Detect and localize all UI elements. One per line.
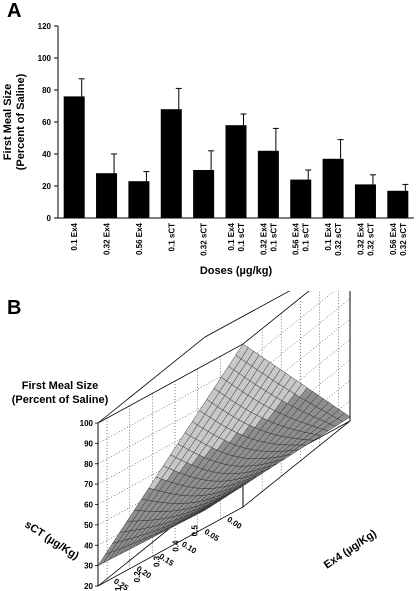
- x-tick-label: 0.56 Ex4: [389, 222, 398, 255]
- y-axis-label-line2: (Percent of Saline): [15, 73, 27, 170]
- ex4-axis-label: Ex4 (µg/Kg): [322, 527, 379, 571]
- x-tick-label: 0.32 Ex4: [103, 222, 112, 255]
- bar: [290, 179, 312, 218]
- panel-b-label: B: [7, 297, 22, 319]
- x-tick-label: 0.1 Ex4: [324, 222, 333, 250]
- sct-tick-label: 0.05: [203, 527, 221, 543]
- y-tick-label: 80: [42, 86, 51, 95]
- sct-tick-label: 0.00: [225, 515, 243, 531]
- x-axis-label: Doses (µg/kg): [200, 265, 273, 277]
- z-tick-label: 60: [84, 501, 93, 510]
- y-tick-label: 40: [42, 150, 51, 159]
- x-tick-label: 0.1 sCT: [167, 223, 176, 252]
- bar: [193, 170, 215, 218]
- x-tick-label: 0.32 sCT: [334, 223, 343, 256]
- x-tick-label: 0.32 sCT: [399, 223, 408, 256]
- bar: [128, 181, 150, 218]
- bar: [387, 190, 409, 218]
- ex4-tick-label: 0.1: [114, 586, 123, 591]
- z-tick-label: 20: [84, 582, 93, 591]
- y-tick-label: 60: [42, 118, 51, 127]
- bar: [160, 109, 182, 218]
- z-axis-label-line1: First Meal Size: [22, 380, 98, 392]
- x-tick-label: 0.32 Ex4: [356, 222, 365, 255]
- z-tick-label: 100: [80, 419, 94, 428]
- bar: [96, 173, 118, 218]
- x-tick-label: 0.32 sCT: [366, 223, 375, 256]
- ex4-tick-label: 0.4: [171, 540, 180, 552]
- x-tick-label: 0.1 Ex4: [227, 222, 236, 250]
- z-tick-label: 80: [84, 460, 93, 469]
- y-tick-label: 0: [47, 214, 52, 223]
- x-tick-label: 0.1 sCT: [269, 223, 278, 252]
- bar: [225, 125, 247, 218]
- z-tick-label: 50: [84, 521, 93, 530]
- panel-a-label: A: [7, 0, 22, 22]
- bar: [322, 158, 344, 218]
- x-tick-label: 0.32 sCT: [200, 223, 209, 256]
- bar: [257, 150, 279, 218]
- x-tick-label: 0.1 sCT: [237, 223, 246, 252]
- y-tick-label: 100: [38, 54, 52, 63]
- z-tick-label: 40: [84, 541, 93, 550]
- surface-patch: [235, 343, 249, 360]
- bar: [63, 96, 85, 218]
- ex4-tick-label: 0.3: [152, 555, 161, 567]
- z-tick-label: 30: [84, 562, 93, 571]
- x-tick-label: 0.1 sCT: [302, 223, 311, 252]
- z-axis-label-line2: (Percent of Saline): [12, 394, 109, 406]
- sct-axis-label: sCT (µg/Kg): [22, 519, 81, 563]
- sct-tick-label: 0.10: [180, 540, 198, 556]
- wall-gridline: [97, 400, 351, 566]
- x-tick-label: 0.56 Ex4: [292, 222, 301, 255]
- bar: [354, 184, 376, 218]
- y-tick-label: 20: [42, 182, 51, 191]
- box-top-edge: [97, 291, 291, 424]
- x-tick-label: 0.56 Ex4: [135, 222, 144, 255]
- y-tick-label: 120: [38, 22, 52, 31]
- z-tick-label: 70: [84, 480, 93, 489]
- z-tick-label: 90: [84, 439, 93, 448]
- y-axis-label-line1: First Meal Size: [2, 84, 14, 160]
- ex4-tick-label: 0.5: [191, 525, 200, 537]
- ex4-tick-label: 0.2: [133, 571, 142, 583]
- x-tick-label: 0.1 Ex4: [70, 222, 79, 250]
- x-tick-label: 0.32 Ex4: [259, 222, 268, 255]
